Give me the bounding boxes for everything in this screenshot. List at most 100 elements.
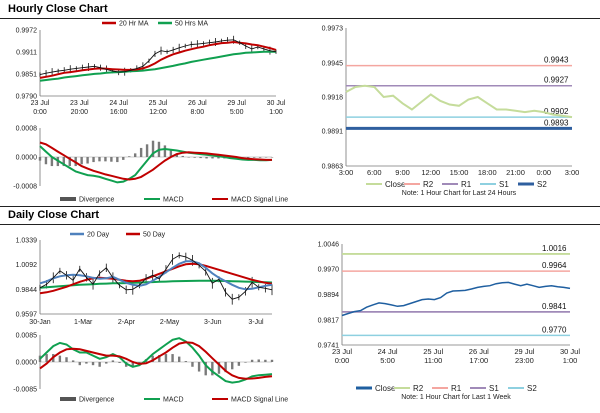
daily-sr-legend-label: R1 [451, 384, 462, 393]
daily-macd-divergence-bar [224, 362, 227, 373]
hourly-title-rule [0, 18, 600, 19]
hourly-macd-divergence-bar [133, 153, 137, 157]
hourly-macd-legend-label: MACD [163, 197, 184, 204]
daily-price-x-tick-label: 2-May [160, 319, 180, 326]
daily-price-x-tick-label: 3-Jul [248, 319, 264, 326]
section-divider [0, 206, 600, 207]
daily-macd-divergence-bar [178, 356, 181, 362]
daily-sr-x-tick-date: 24 Jul [378, 347, 398, 356]
hourly-price-legend-label: 50 Hrs MA [175, 21, 208, 28]
daily-macd-divergence-bar [270, 359, 274, 362]
hourly-sr-note: Note: 1 Hour Chart for Last 24 Hours [402, 190, 517, 197]
daily-sr-x-tick-date: 26 Jul [469, 347, 489, 356]
daily-macd-divergence-bar [58, 355, 62, 362]
hourly-macd-divergence-bar [50, 157, 54, 167]
hourly-price-x-tick-date: 29 Jul [227, 100, 246, 107]
hourly-macd-divergence-bar [80, 157, 83, 165]
hourly-macd-divergence-bar [116, 157, 119, 163]
daily-macd-divergence-bar [98, 362, 101, 367]
hourly-macd-divergence-bar [187, 157, 190, 158]
daily-macd-y-tick-label: 0.0085 [16, 333, 38, 340]
hourly-macd-divergence-bar [169, 149, 173, 157]
hourly-macd-divergence-bar [264, 157, 268, 158]
hourly-macd-divergence-bar [68, 157, 71, 167]
daily-macd-divergence-bar [244, 362, 247, 363]
hourly-macd-divergence-bar [211, 157, 214, 159]
daily-macd-legend-label: MACD Signal Line [231, 397, 288, 404]
daily-price-x-tick-label: 30-Jan [29, 319, 51, 326]
daily-sr-x-tick-date: 29 Jul [514, 347, 534, 356]
hourly-price-x-tick-date: 23 Jul [31, 100, 50, 107]
hourly-macd-macd-line [39, 145, 273, 184]
hourly-price-y-tick-label: 0.9851 [16, 71, 38, 78]
hourly-price-chart: 20 Hr MA 50 Hrs MA 0.9972 0.9911 0.9851 0.979… [16, 21, 286, 117]
hourly-macd-divergence-bar [139, 147, 143, 157]
hourly-macd-divergence-bar [86, 157, 89, 164]
daily-section-title: Daily Close Chart [8, 209, 100, 221]
daily-macd-divergence-bar [250, 359, 254, 362]
daily-price-y-tick-label: 0.9597 [16, 312, 38, 319]
hourly-sr-legend-label: S1 [499, 180, 509, 189]
daily-sr-x-tick-time: 5:00 [380, 356, 395, 365]
hourly-macd-divergence-bar [193, 157, 196, 158]
hourly-macd-y-tick-label: -0.0008 [13, 184, 37, 191]
daily-macd-divergence-bar [184, 361, 188, 362]
hourly-macd-divergence-bar [122, 157, 125, 160]
daily-macd-divergence-bar [111, 360, 115, 362]
hourly-price-x-tick-date: 24 Jul [109, 100, 128, 107]
hourly-price-x-tick-date: 30 Jul [267, 100, 286, 107]
daily-sr-x-tick-time: 0:00 [335, 356, 350, 365]
daily-sr-legend-label: R2 [413, 384, 424, 393]
daily-sr-note: Note: 1 Hour Chart for Last 1 Week [401, 394, 511, 401]
daily-price-x-tick-label: 3-Jun [204, 319, 222, 326]
hourly-macd-y-tick-label: 0.0008 [16, 126, 38, 133]
hourly-sr-x-tick-label: 12:00 [421, 168, 440, 177]
daily-macd-divergence-bar [217, 362, 221, 374]
daily-sr-level-r2-label: 1.0016 [542, 244, 567, 253]
daily-macd-divergence-bar [164, 354, 168, 362]
daily-price-y-tick-label: 0.9844 [16, 287, 38, 294]
hourly-price-x-tick-time: 12:00 [149, 109, 167, 116]
daily-macd-divergence-bar [105, 362, 108, 364]
daily-macd-divergence-bar [38, 355, 42, 362]
daily-sr-legend-label: S2 [527, 384, 537, 393]
hourly-price-x-tick-time: 16:00 [110, 109, 128, 116]
hourly-section-title: Hourly Close Chart [8, 3, 108, 15]
hourly-sr-x-tick-label: 9:00 [395, 168, 410, 177]
hourly-sr-y-tick-label: 0.9945 [322, 61, 344, 68]
hourly-macd-divergence-bar [217, 157, 220, 159]
hourly-macd-divergence-bar [44, 157, 48, 165]
daily-sr-level-s2-label: 0.9770 [542, 325, 567, 334]
daily-sr-x-tick-time: 17:00 [469, 356, 488, 365]
daily-sr-y-tick-label: 0.9894 [318, 292, 340, 299]
hourly-sr-y-tick-label: 0.9918 [322, 95, 344, 102]
hourly-price-y-tick-label: 0.9972 [16, 28, 38, 35]
hourly-sr-level-r2-label: 0.9943 [544, 56, 569, 65]
hourly-price-x-tick-date: 26 Jul [188, 100, 207, 107]
hourly-price-y-tick-label: 0.9911 [16, 50, 37, 57]
daily-sr-y-tick-label: 0.9817 [318, 317, 340, 324]
hourly-ma20-line [39, 40, 277, 79]
hourly-price-x-tick-date: 25 Jul [149, 100, 168, 107]
daily-sr-x-tick-date: 25 Jul [423, 347, 443, 356]
hourly-macd-divergence-bar [145, 144, 149, 157]
hourly-sr-x-tick-label: 3:00 [565, 168, 580, 177]
hourly-macd-chart: 0.0008 0.0000 -0.0008 Divergence MACD MACD Si… [13, 126, 288, 204]
daily-ma50-line [39, 262, 273, 295]
daily-macd-divergence-bar [237, 362, 241, 366]
hourly-sr-x-tick-label: 15:00 [450, 168, 469, 177]
daily-macd-divergence-bar [85, 362, 88, 364]
daily-macd-legend-label: Divergence [79, 397, 115, 404]
hourly-price-y-tick-label: 0.9790 [16, 94, 38, 101]
daily-macd-legend-swatch-divergence [60, 397, 76, 401]
hourly-macd-y-tick-label: 0.0000 [16, 155, 38, 162]
hourly-macd-divergence-bar [110, 157, 113, 162]
daily-price-legend-label: 50 Day [143, 232, 166, 239]
daily-macd-divergence-bar [231, 362, 234, 370]
hourly-macd-legend-swatch-divergence [60, 197, 76, 201]
daily-sr-level-s1-label: 0.9841 [542, 302, 567, 311]
hourly-sr-x-tick-label: 0:00 [536, 168, 551, 177]
daily-sr-y-tick-label: 0.9970 [318, 267, 340, 274]
daily-macd-divergence-bar [211, 362, 214, 376]
daily-macd-divergence-bar [264, 359, 267, 362]
